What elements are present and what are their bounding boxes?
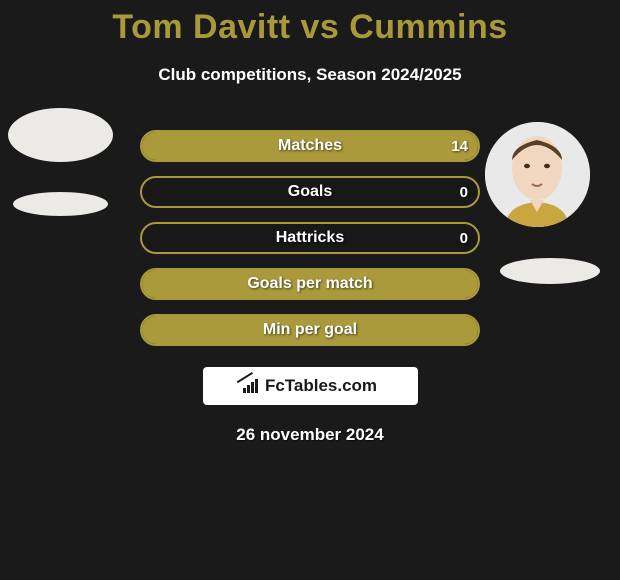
date-label: 26 november 2024 [0,425,620,445]
brand-text: FcTables.com [265,376,377,396]
page-subtitle: Club competitions, Season 2024/2025 [0,65,620,85]
stat-value-right: 0 [460,184,468,201]
brand-badge[interactable]: FcTables.com [203,367,418,405]
stat-pill: Goals 0 [140,176,480,208]
stat-label: Min per goal [263,321,357,339]
stat-pill: Matches 14 [140,130,480,162]
stat-row: Goals 0 [0,169,620,215]
brand-label: FcTables.com [243,376,377,396]
stat-value-right: 0 [460,230,468,247]
stat-label: Goals per match [247,275,372,293]
page-title: Tom Davitt vs Cummins [0,0,620,47]
stat-row: Matches 14 [0,123,620,169]
stat-row: Hattricks 0 [0,215,620,261]
stat-pill: Hattricks 0 [140,222,480,254]
stat-label: Matches [278,137,342,155]
stat-pill: Min per goal [140,314,480,346]
stat-value-right: 14 [451,138,468,155]
stat-row: Goals per match [0,261,620,307]
stats-section: Matches 14 Goals 0 Hattricks 0 Goals per match… [0,123,620,353]
stat-label: Hattricks [276,229,344,247]
chart-icon [243,379,261,393]
stat-pill: Goals per match [140,268,480,300]
stat-row: Min per goal [0,307,620,353]
stat-label: Goals [288,183,332,201]
